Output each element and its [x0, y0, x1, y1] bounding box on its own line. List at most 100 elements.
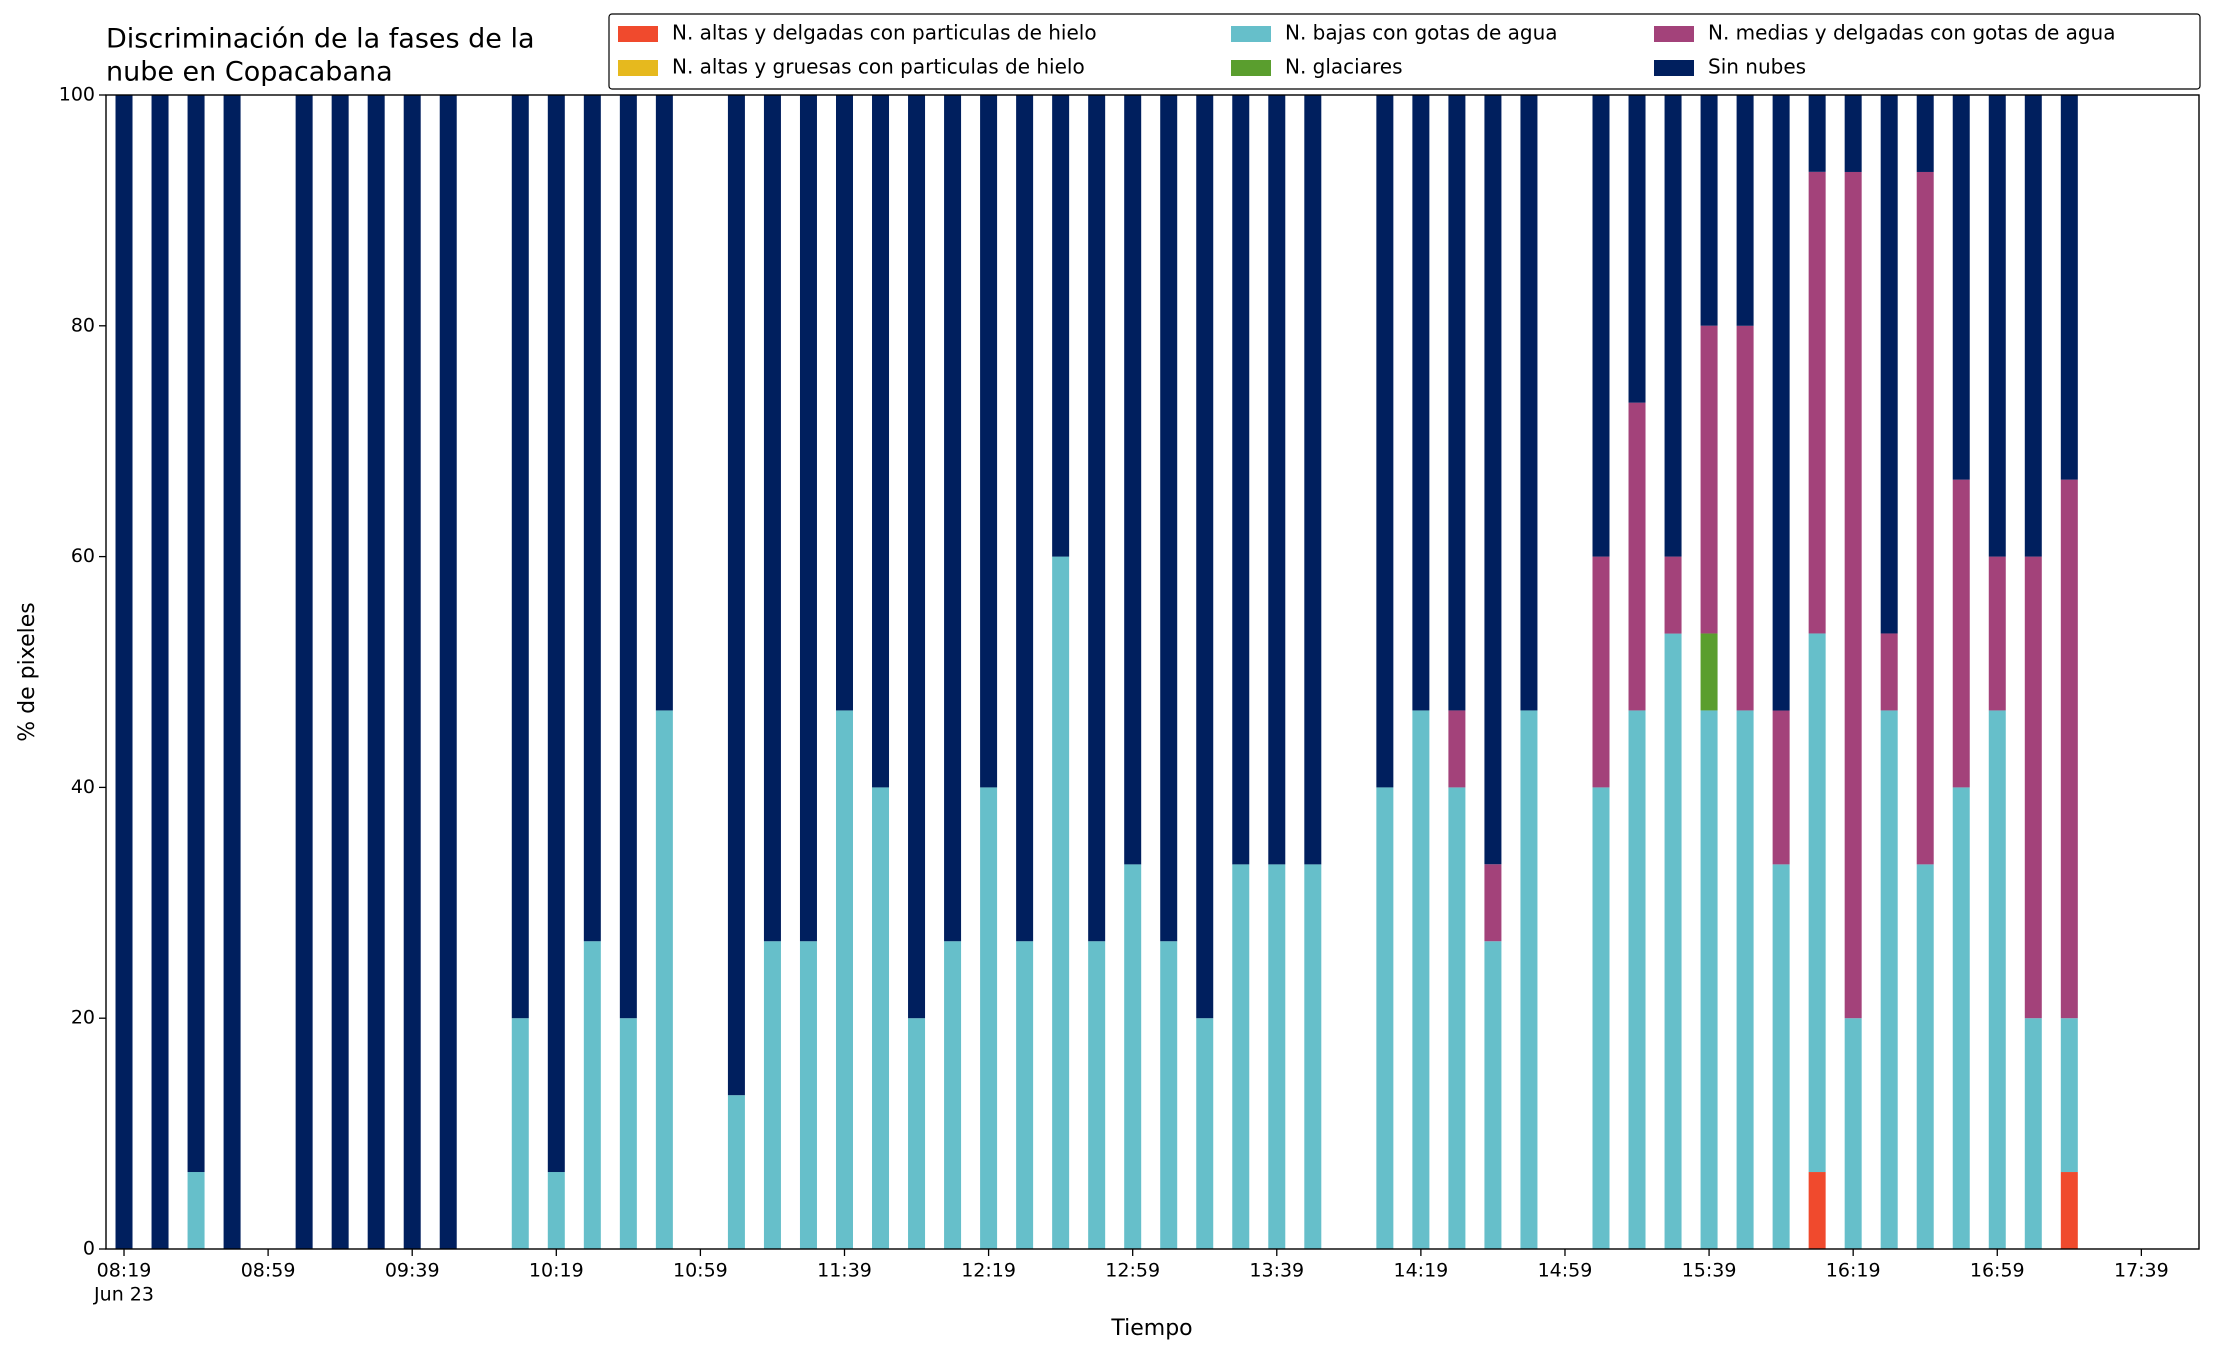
- bar-segment: [1448, 787, 1466, 1249]
- bar-segment: [1736, 325, 1754, 711]
- bar-segment: [619, 95, 637, 1019]
- x-tick-label: 08:19: [97, 1260, 152, 1282]
- legend-label: N. glaciares: [1285, 55, 1403, 79]
- y-tick-label: 0: [83, 1238, 95, 1260]
- x-date-label: Jun 23: [93, 1284, 154, 1306]
- bar-segment: [1052, 556, 1070, 1249]
- bar-segment: [223, 95, 241, 1249]
- bar-segment: [619, 1018, 637, 1249]
- legend-label: N. medias y delgadas con gotas de agua: [1708, 21, 2116, 45]
- bar-segment: [1952, 479, 1970, 788]
- bar-segment: [1772, 864, 1790, 1249]
- bar-segment: [1880, 633, 1898, 711]
- bar-segment: [2024, 95, 2042, 557]
- bar-segment: [547, 1172, 565, 1249]
- bar-segment: [1664, 556, 1682, 634]
- bar-segment: [295, 95, 313, 1249]
- legend-swatch: [1654, 60, 1694, 76]
- bar-segment: [908, 95, 926, 1019]
- bar-segment: [727, 1095, 745, 1249]
- legend-swatch: [1654, 26, 1694, 42]
- bar-segment: [944, 941, 962, 1249]
- legend-box: [608, 13, 2201, 90]
- bar-segment: [1448, 95, 1466, 711]
- legend-label: N. altas y gruesas con particulas de hie…: [672, 55, 1085, 79]
- bar-segment: [1664, 95, 1682, 557]
- bar-segment: [799, 95, 817, 942]
- bar-segment: [1376, 787, 1394, 1249]
- bar-segment: [1988, 710, 2006, 1249]
- bar-segment: [1592, 556, 1610, 788]
- plot-frame: [105, 94, 2200, 1250]
- bar-segment: [1916, 95, 1934, 172]
- bar-segment: [1484, 94, 1502, 865]
- bar-segment: [1232, 95, 1250, 865]
- bar-segment: [583, 941, 601, 1249]
- legend-label: N. altas y delgadas con particulas de hi…: [672, 21, 1097, 45]
- bar-segment: [1520, 710, 1538, 1249]
- x-tick-label: 12:19: [961, 1260, 1016, 1282]
- chart-title: Discriminación de la fases de la: [106, 24, 535, 55]
- bar-segment: [872, 787, 890, 1249]
- bar-segment: [1700, 94, 1718, 326]
- bar-segment: [655, 710, 673, 1249]
- legend-swatch: [1231, 60, 1271, 76]
- x-tick-label: 15:39: [1682, 1260, 1737, 1282]
- bar-segment: [1808, 1172, 1826, 1249]
- bar-segment: [2060, 1018, 2078, 1173]
- x-tick-label: 17:39: [2114, 1260, 2169, 1282]
- bar-segment: [944, 95, 962, 942]
- bar-segment: [331, 95, 349, 1249]
- y-tick-label: 100: [59, 84, 95, 106]
- bar-segment: [583, 95, 601, 942]
- bar-segment: [1052, 95, 1070, 557]
- bar-segment: [1196, 1018, 1214, 1249]
- bar-segment: [1664, 633, 1682, 1249]
- x-tick-label: 09:39: [385, 1260, 440, 1282]
- bar-segment: [1412, 95, 1430, 711]
- y-tick-label: 60: [71, 545, 95, 567]
- bar-segment: [1844, 1018, 1862, 1249]
- x-tick-label: 14:19: [1393, 1260, 1448, 1282]
- bar-segment: [763, 941, 781, 1249]
- bar-segment: [1880, 710, 1898, 1249]
- bar-segment: [1124, 864, 1142, 1249]
- bar-segment: [655, 95, 673, 711]
- bar-segment: [1088, 95, 1106, 942]
- bar-segment: [1808, 633, 1826, 1173]
- bar-segment: [1124, 95, 1142, 865]
- bar-segment: [187, 95, 205, 1173]
- y-axis-label: % de pixeles: [15, 602, 40, 741]
- bar-segment: [403, 95, 421, 1249]
- legend-swatch: [1231, 26, 1271, 42]
- bar-segment: [763, 95, 781, 942]
- bar-segment: [727, 95, 745, 1096]
- bar-segment: [1484, 941, 1502, 1249]
- y-tick-label: 80: [71, 314, 95, 336]
- bar-segment: [1952, 787, 1970, 1249]
- bar-segment: [1304, 864, 1322, 1249]
- bar-segment: [1700, 633, 1718, 711]
- bar-segment: [367, 95, 385, 1249]
- chart-title: nube en Copacabana: [106, 57, 393, 88]
- bar-segment: [1700, 325, 1718, 634]
- bar-segment: [1628, 402, 1646, 711]
- bar-segment: [187, 1172, 205, 1249]
- bar-segment: [1844, 95, 1862, 172]
- bar-segment: [547, 95, 565, 1173]
- bar-segment: [439, 95, 457, 1249]
- bar-segment: [835, 710, 853, 1249]
- bar-segment: [2024, 556, 2042, 1019]
- x-tick-label: 10:59: [673, 1260, 728, 1282]
- bar-segment: [1628, 94, 1646, 403]
- legend-label: N. bajas con gotas de agua: [1285, 21, 1558, 45]
- bar-segment: [1268, 864, 1286, 1249]
- x-tick-label: 13:39: [1249, 1260, 1304, 1282]
- x-tick-label: 08:59: [241, 1260, 296, 1282]
- bar-segment: [1736, 95, 1754, 326]
- bar-segment: [2060, 1172, 2078, 1249]
- bar-segment: [1016, 941, 1034, 1249]
- bar-segment: [872, 95, 890, 788]
- bar-segment: [1736, 710, 1754, 1249]
